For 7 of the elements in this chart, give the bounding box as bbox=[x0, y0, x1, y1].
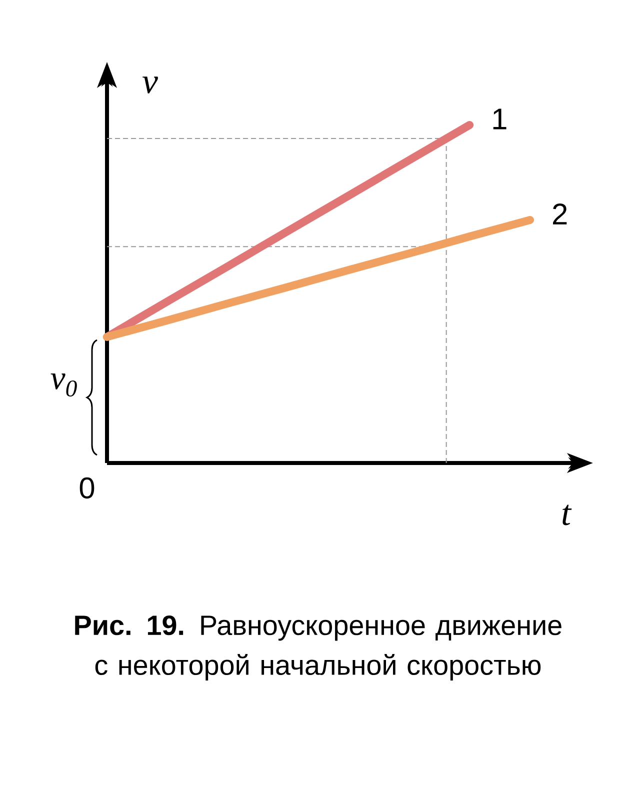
y-axis-title: v bbox=[142, 76, 158, 94]
text: v$_{0}$ bbox=[50, 373, 77, 396]
text: 0 bbox=[80, 477, 94, 499]
x-axis-title: t bbox=[562, 504, 572, 526]
series-label: 2 bbox=[553, 204, 567, 224]
text: Рис. 19. Равноускоренное движение с некоторой начальной скоростью bbox=[75, 615, 562, 681]
series-label: 1 bbox=[493, 108, 506, 130]
